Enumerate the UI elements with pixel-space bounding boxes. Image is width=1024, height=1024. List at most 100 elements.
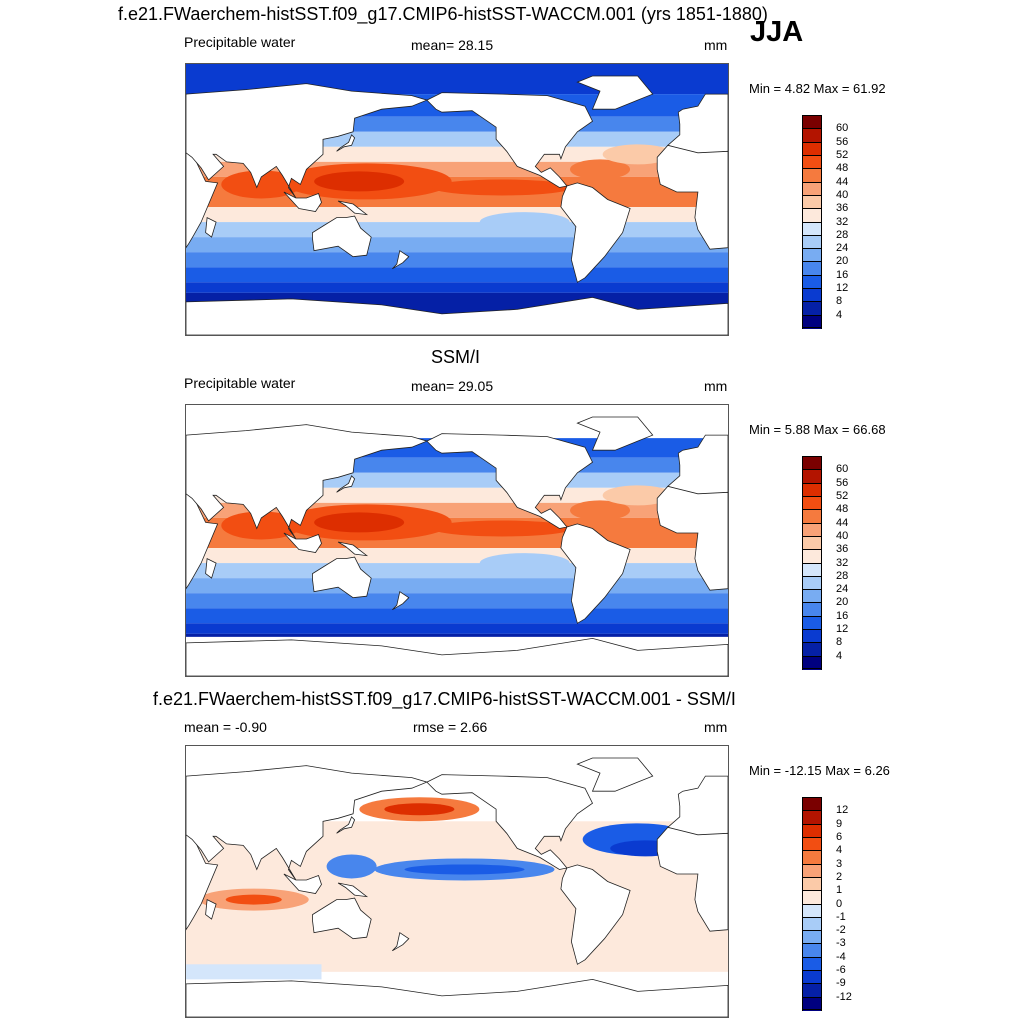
colorbar-tick-label: 4 (836, 649, 843, 662)
colorbar-swatch (802, 194, 822, 209)
eastern-pacific-itcz (432, 179, 573, 196)
map-field-svg (186, 746, 728, 1017)
colorbar-tick-label: 1 (836, 884, 843, 897)
colorbar-tick-label: 40 (836, 188, 849, 201)
coastline-indonesia (283, 873, 322, 894)
indian-ocean-wet-core (225, 894, 282, 905)
panel-1-colorbar: 60 56 52 48 44 40 36 32 28 24 20 16 12 8 4 (802, 115, 862, 329)
coastline-africa-west (656, 826, 728, 932)
coastline-s-america (560, 182, 631, 283)
colorbar-tick-label: 52 (836, 489, 849, 502)
colorbar-tick-label: 4 (836, 308, 843, 321)
colorbar-swatch (802, 522, 822, 537)
coastline-asia (186, 765, 429, 881)
colorbar-swatch (802, 115, 822, 129)
colorbar-tick-label: 60 (836, 463, 849, 476)
itcz-dry-core (404, 864, 525, 875)
colorbar-swatch (802, 876, 822, 891)
colorbar-swatch (802, 128, 822, 143)
colorbar-tick-label: -12 (836, 990, 852, 1003)
colorbar-tick-label: 4 (836, 844, 843, 857)
coastline-n-america (426, 92, 594, 188)
coastline-new-zealand (392, 932, 410, 952)
colorbar-swatch (802, 168, 822, 183)
colorbar-tick-label: 3 (836, 857, 843, 870)
colorbar-tick-label: 52 (836, 148, 849, 161)
panel-1-variable-label: Precipitable water (184, 34, 296, 50)
colorbar-tick-label: 24 (836, 242, 849, 255)
colorbar-swatch (802, 602, 822, 617)
panel-1-minmax-label: Min = 4.82 Max = 61.92 (749, 81, 886, 96)
coastline-n-america (426, 433, 594, 529)
southern-cool-strip (186, 964, 322, 980)
colorbar-tick-label: 2 (836, 870, 843, 883)
coastline-new-guinea (337, 882, 369, 898)
coastline-africa-west (656, 144, 728, 250)
colorbar-tick-label: -9 (836, 977, 846, 990)
colorbar-tick-label: 48 (836, 503, 849, 516)
eastern-pacific-itcz (432, 520, 573, 537)
colorbar-tick-label: 0 (836, 897, 843, 910)
colorbar-swatch (802, 983, 822, 998)
panel-2-units-label: mm (704, 378, 728, 394)
coastline-antarctica (186, 637, 728, 676)
panel-1-map (185, 63, 729, 336)
season-label: JJA (750, 16, 804, 48)
colorbar-swatch (802, 141, 822, 156)
colorbar-tick-label: 48 (836, 162, 849, 175)
coastline-japan (336, 475, 356, 493)
coastline-greenland (576, 416, 654, 451)
coastline-australia (312, 897, 372, 940)
caribbean-moist (570, 159, 631, 180)
colorbar-tick-label: -2 (836, 924, 846, 937)
colorbar-swatch (802, 535, 822, 550)
colorbar-tick-label: 9 (836, 817, 843, 830)
zonal-band (186, 222, 728, 238)
coastline-madagascar (205, 898, 217, 920)
colorbar-swatch (802, 482, 822, 497)
colorbar-tick-label: 12 (836, 804, 849, 817)
panel-1-title: f.e21.FWaerchem-histSST.f09_g17.CMIP6-hi… (118, 4, 768, 24)
panel-3-map (185, 745, 729, 1018)
panel-2-title: SSM/I (431, 347, 481, 367)
panel-3-colorbar: 12 9 6 4 3 2 1 0 -1 -2 -3 -4 -6 -9 -12 (802, 797, 862, 1011)
coastline-antarctica (186, 296, 728, 335)
colorbar-tick-label: 24 (836, 583, 849, 596)
colorbar-swatch (802, 509, 822, 524)
coastline-asia (186, 83, 429, 199)
colorbar-swatch (802, 970, 822, 984)
colorbar-tick-label: 56 (836, 476, 849, 489)
north-pacific-wet-core (384, 803, 455, 816)
colorbar-tick-label: 32 (836, 215, 849, 228)
colorbar-tick-label: 12 (836, 623, 849, 636)
coastline-new-zealand (392, 250, 410, 270)
colorbar-swatch (802, 456, 822, 470)
colorbar-tick-label: 8 (836, 295, 843, 308)
coastline-indonesia (283, 532, 322, 553)
coastline-s-america (560, 523, 631, 624)
colorbar-swatch (802, 642, 822, 657)
zonal-band (186, 563, 728, 579)
indian-monsoon-moist (221, 511, 302, 540)
colorbar-tick-label: 44 (836, 175, 849, 188)
colorbar-tick-label: 16 (836, 268, 849, 281)
panel-3-rmse-label: rmse = 2.66 (413, 719, 488, 735)
colorbar-tick-label: 32 (836, 556, 849, 569)
colorbar-tick-label: 36 (836, 543, 849, 556)
coastline-new-guinea (337, 541, 369, 557)
coastline-n-america (426, 774, 594, 870)
colorbar-swatch (802, 469, 822, 484)
caribbean-moist (570, 500, 631, 521)
colorbar-swatch (802, 836, 822, 851)
colorbar-tick-label: 16 (836, 609, 849, 622)
colorbar-swatch (802, 562, 822, 577)
colorbar-tick-label: 36 (836, 202, 849, 215)
zonal-band (186, 608, 728, 624)
coastline-new-zealand (392, 591, 410, 611)
coastline-indonesia (283, 191, 322, 212)
coastline-australia (312, 556, 372, 599)
warm-pool-core (314, 171, 405, 192)
coastline-africa-west (656, 485, 728, 591)
colorbar-swatch (802, 549, 822, 563)
atlantic-subtropics (602, 485, 673, 506)
